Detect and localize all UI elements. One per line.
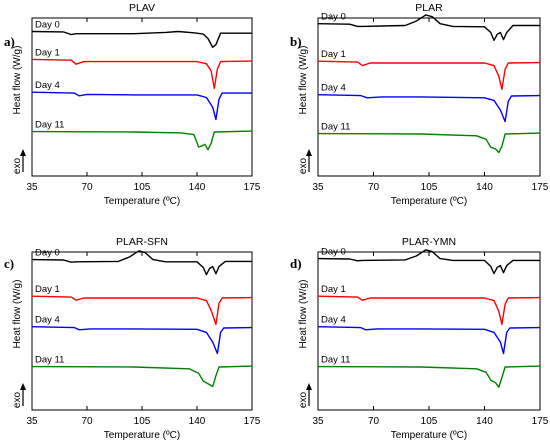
series-label: Day 0 xyxy=(321,12,346,23)
y-axis-label: Heat flow (W/g) xyxy=(298,280,309,349)
x-tick-label: 140 xyxy=(476,416,493,427)
series-label: Day 4 xyxy=(321,315,346,326)
x-tick-label: 105 xyxy=(421,416,438,427)
x-tick-label: 70 xyxy=(81,416,93,427)
exo-label: exo xyxy=(298,158,309,175)
series-label: Day 4 xyxy=(321,83,346,94)
plot-frame xyxy=(317,251,541,411)
series-label: Day 0 xyxy=(35,19,60,30)
x-tick-label: 175 xyxy=(532,182,549,193)
chart-panel-2: b) PLAR 35 70 105 140 175 Temperature (ºC) Heat … xyxy=(290,2,549,207)
series-label: Day 11 xyxy=(35,355,64,366)
x-tick-label: 35 xyxy=(312,182,324,193)
y-axis-label: Heat flow (W/g) xyxy=(298,46,309,115)
exo-arrow-icon xyxy=(306,149,312,156)
series-label: Day 4 xyxy=(35,80,60,91)
series-line-day-4 xyxy=(317,94,541,123)
series-label: Day 1 xyxy=(35,284,60,295)
series-line-day-1 xyxy=(317,295,541,326)
exo-label: exo xyxy=(12,392,23,409)
x-tick-label: 35 xyxy=(26,182,38,193)
plot-frame xyxy=(31,17,253,177)
x-tick-label: 140 xyxy=(189,182,206,193)
x-tick-label: 35 xyxy=(312,416,324,427)
y-axis-label: Heat flow (W/g) xyxy=(12,46,23,115)
exo-arrow-icon xyxy=(306,383,312,390)
x-tick-label: 105 xyxy=(421,182,438,193)
y-axis-label: Heat flow (W/g) xyxy=(12,280,23,349)
series-line-day-4 xyxy=(317,326,541,355)
series-label: Day 11 xyxy=(321,122,350,133)
panel-label: d) xyxy=(290,256,302,271)
exo-label: exo xyxy=(298,392,309,409)
series-line-day-11 xyxy=(31,365,253,388)
x-tick-label: 105 xyxy=(134,416,151,427)
chart-title: PLAR-SFN xyxy=(116,236,168,248)
series-line-day-1 xyxy=(31,295,253,326)
series-label: Day 11 xyxy=(35,120,64,131)
panel-label: c) xyxy=(4,256,14,271)
series-label: Day 4 xyxy=(35,315,60,326)
x-tick-label: 35 xyxy=(26,416,38,427)
series-line-day-4 xyxy=(31,91,252,121)
exo-label: exo xyxy=(12,158,23,175)
series-label: Day 1 xyxy=(35,47,60,58)
x-tick-label: 70 xyxy=(81,182,93,193)
x-tick-label: 70 xyxy=(368,182,380,193)
x-axis-label: Temperature (ºC) xyxy=(104,196,180,207)
series-line-day-1 xyxy=(317,60,541,91)
x-tick-label: 105 xyxy=(134,182,151,193)
series-line-day-4 xyxy=(31,326,253,355)
series-line-day-0 xyxy=(317,249,540,275)
chart-title: PLAR-YMN xyxy=(402,236,456,248)
series-label: Day 0 xyxy=(35,248,60,259)
series-line-day-0 xyxy=(31,250,252,276)
x-axis-label: Temperature (ºC) xyxy=(104,430,180,441)
chart-title: PLAR xyxy=(415,2,443,14)
x-axis-label: Temperature (ºC) xyxy=(391,196,467,207)
series-label: Day 1 xyxy=(321,284,346,295)
x-tick-label: 175 xyxy=(532,416,549,427)
x-tick-label: 175 xyxy=(244,416,261,427)
series-line-day-1 xyxy=(31,58,253,90)
chart-panel-4: d) PLAR-YMN 35 70 105 140 175 Temperature (ºC) H… xyxy=(290,236,549,441)
panel-label: b) xyxy=(290,34,302,49)
x-tick-label: 140 xyxy=(189,416,206,427)
x-tick-label: 70 xyxy=(368,416,380,427)
chart-title: PLAV xyxy=(129,2,155,14)
series-label: Day 11 xyxy=(321,355,350,366)
series-line-day-11 xyxy=(317,132,541,154)
exo-arrow-icon xyxy=(20,149,26,156)
series-line-day-11 xyxy=(31,130,253,151)
series-line-day-0 xyxy=(31,30,252,48)
series-label: Day 1 xyxy=(321,49,346,60)
exo-arrow-icon xyxy=(20,383,26,390)
series-label: Day 0 xyxy=(321,247,346,258)
series-line-day-0 xyxy=(317,14,540,42)
x-tick-label: 140 xyxy=(476,182,493,193)
series-line-day-11 xyxy=(317,365,541,388)
panel-label: a) xyxy=(4,34,15,49)
chart-panel-3: c) PLAR-SFN 35 70 105 140 175 Temperature (ºC) H… xyxy=(4,236,261,441)
plot-frame xyxy=(31,251,253,411)
x-tick-label: 175 xyxy=(244,182,261,193)
x-axis-label: Temperature (ºC) xyxy=(391,430,467,441)
chart-panel-1: a) PLAV 35 70 105 140 175 Temperature (ºC) Heat … xyxy=(4,2,261,207)
